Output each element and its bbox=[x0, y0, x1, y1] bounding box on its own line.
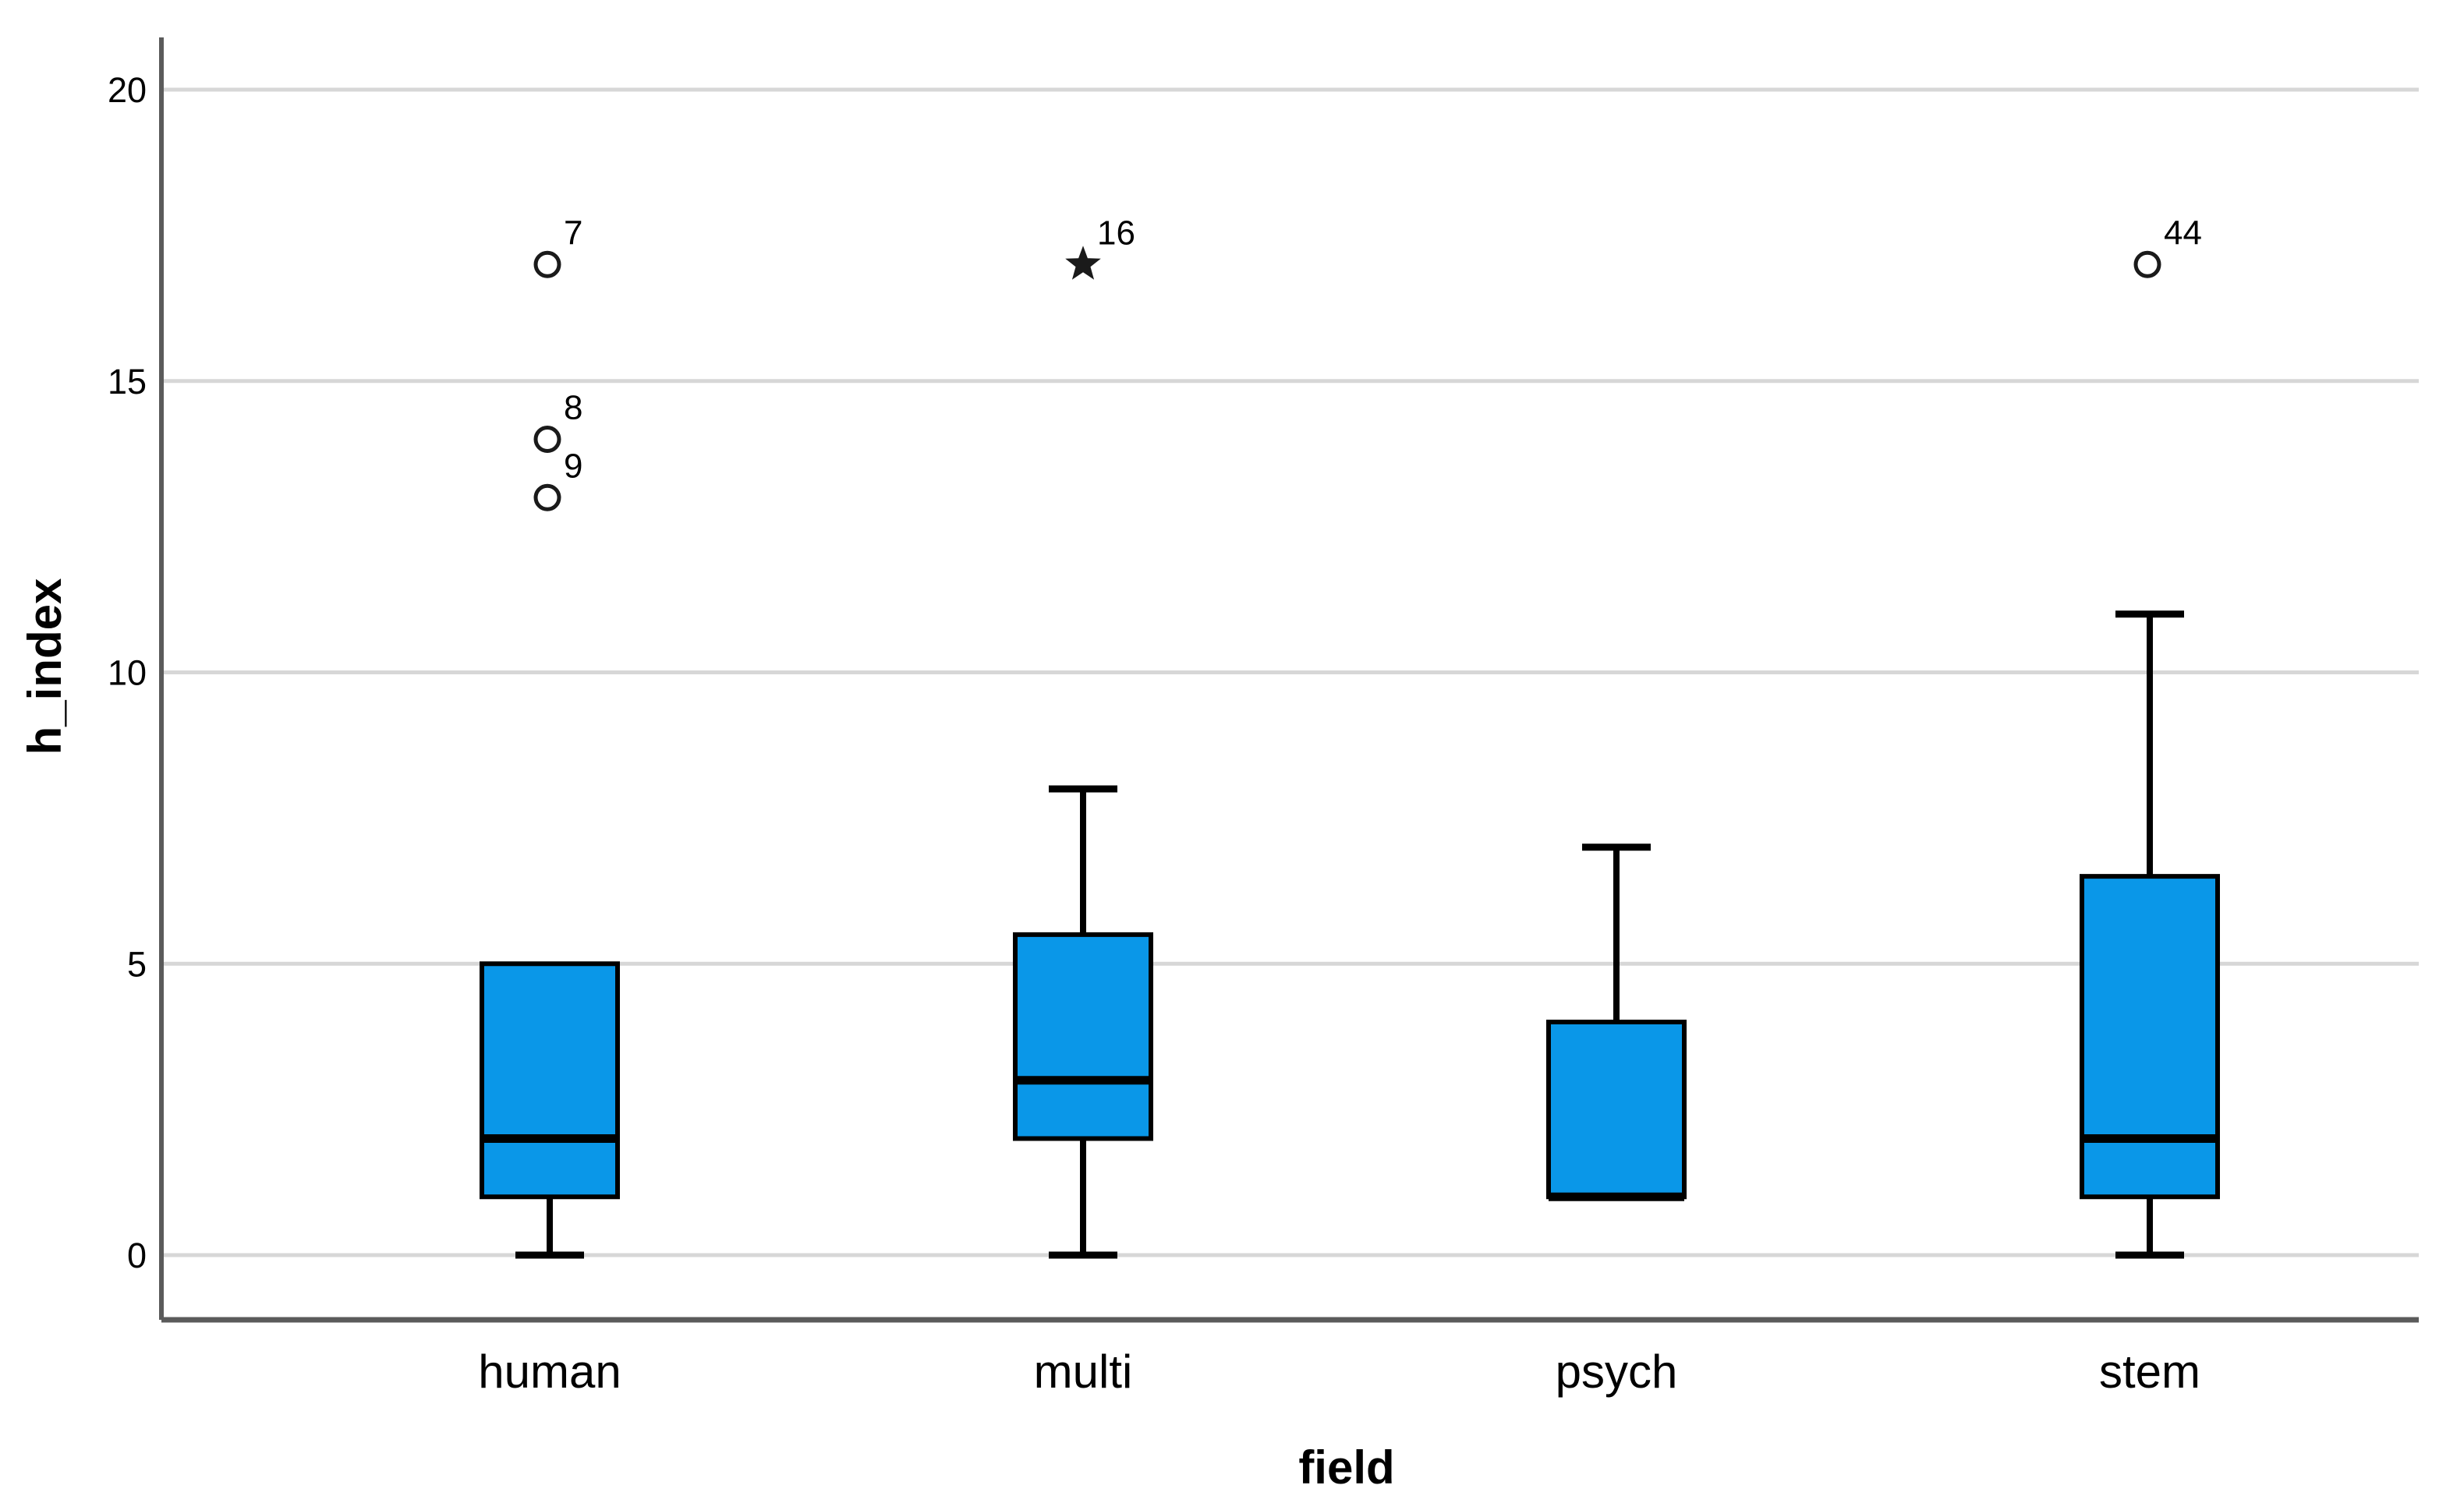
box-psych bbox=[1546, 1020, 1687, 1200]
box-human bbox=[480, 961, 620, 1200]
x-category-label-stem: stem bbox=[2099, 1346, 2200, 1398]
box-multi bbox=[1013, 932, 1153, 1141]
outlier-case-label-9: 9 bbox=[564, 447, 582, 485]
outlier-marker-8 bbox=[533, 426, 561, 453]
outlier-case-label-44: 44 bbox=[2164, 214, 2202, 252]
y-tick-label-5: 5 bbox=[127, 944, 147, 984]
y-axis-title: h_index bbox=[19, 578, 71, 755]
x-category-label-human: human bbox=[478, 1346, 621, 1398]
y-tick-label-20: 20 bbox=[108, 70, 147, 110]
outlier-case-label-8: 8 bbox=[564, 389, 582, 427]
outlier-case-label-16: 16 bbox=[1097, 214, 1135, 252]
outlier-case-label-7: 7 bbox=[564, 214, 582, 252]
outlier-marker-44 bbox=[2133, 250, 2161, 278]
y-tick-label-15: 15 bbox=[108, 362, 147, 401]
outlier-marker-7 bbox=[533, 250, 561, 278]
y-tick-label-10: 10 bbox=[108, 653, 147, 693]
outlier-marker-9 bbox=[533, 483, 561, 511]
x-axis-title: field bbox=[1298, 1441, 1394, 1494]
y-tick-label-0: 0 bbox=[127, 1236, 147, 1275]
x-category-label-multi: multi bbox=[1034, 1346, 1133, 1398]
extreme-outlier-marker-16 bbox=[1065, 246, 1101, 280]
x-category-label-psych: psych bbox=[1556, 1346, 1678, 1398]
box-stem bbox=[2080, 874, 2220, 1200]
